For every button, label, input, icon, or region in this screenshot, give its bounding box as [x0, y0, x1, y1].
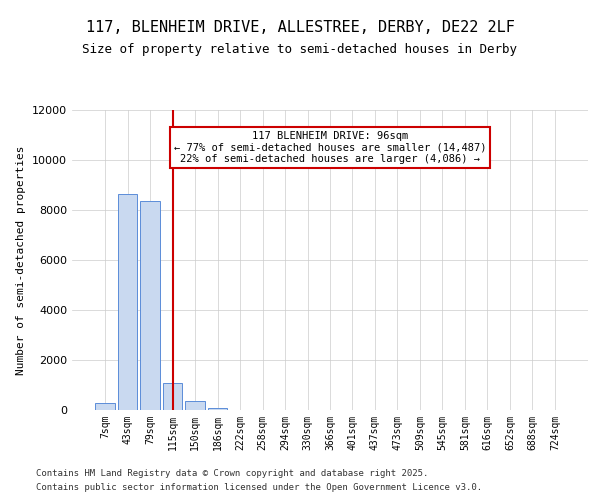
Text: Size of property relative to semi-detached houses in Derby: Size of property relative to semi-detach… [83, 42, 517, 56]
Bar [208, 408, 227, 410]
Bar [118, 194, 137, 410]
Text: Contains HM Land Registry data © Crown copyright and database right 2025.: Contains HM Land Registry data © Crown c… [36, 468, 428, 477]
Bar [163, 382, 182, 410]
Bar [185, 401, 205, 410]
Bar [140, 201, 160, 410]
Y-axis label: Number of semi-detached properties: Number of semi-detached properties [16, 145, 26, 375]
Text: 117, BLENHEIM DRIVE, ALLESTREE, DERBY, DE22 2LF: 117, BLENHEIM DRIVE, ALLESTREE, DERBY, D… [86, 20, 514, 35]
Text: 117 BLENHEIM DRIVE: 96sqm
← 77% of semi-detached houses are smaller (14,487)
22%: 117 BLENHEIM DRIVE: 96sqm ← 77% of semi-… [174, 131, 486, 164]
Bar [95, 403, 115, 410]
Text: Contains public sector information licensed under the Open Government Licence v3: Contains public sector information licen… [36, 484, 482, 492]
